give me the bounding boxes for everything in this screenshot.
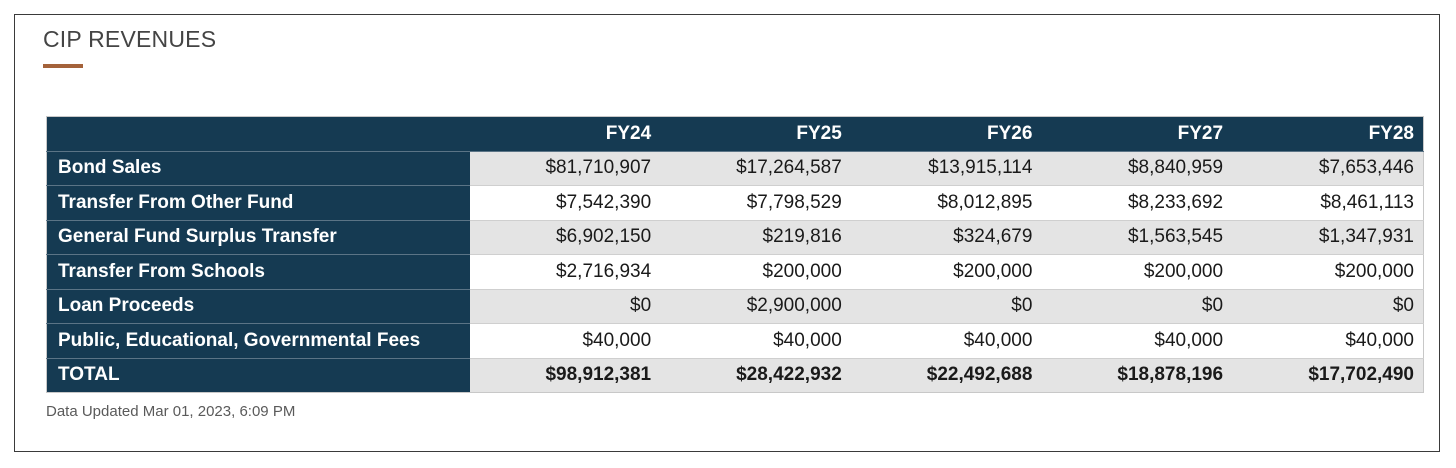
- table-cell: $324,679: [850, 220, 1042, 255]
- table-cell: $40,000: [1232, 323, 1424, 359]
- table-row: Public, Educational, Governmental Fees $…: [46, 323, 1424, 359]
- column-header-fy25: FY25: [660, 116, 851, 152]
- table-cell: $7,653,446: [1232, 151, 1424, 186]
- table-cell: $40,000: [660, 323, 851, 359]
- table-cell: $0: [1041, 289, 1233, 324]
- row-label-general-fund-surplus-transfer: General Fund Surplus Transfer: [46, 220, 470, 255]
- row-label-transfer-from-schools: Transfer From Schools: [46, 254, 470, 290]
- table-cell: $8,012,895: [850, 185, 1042, 221]
- table-cell: $17,264,587: [660, 151, 851, 186]
- row-label-bond-sales: Bond Sales: [46, 151, 470, 186]
- table-cell: $0: [850, 289, 1042, 324]
- total-cell: $28,422,932: [660, 358, 851, 393]
- row-label-total: TOTAL: [46, 358, 470, 393]
- table-cell: $7,542,390: [469, 185, 661, 221]
- total-cell: $17,702,490: [1232, 358, 1424, 393]
- column-header-fy28: FY28: [1232, 116, 1424, 152]
- table-cell: $1,563,545: [1041, 220, 1233, 255]
- row-label-peg-fees: Public, Educational, Governmental Fees: [46, 323, 470, 359]
- table-cell: $1,347,931: [1232, 220, 1424, 255]
- row-label-transfer-from-other-fund: Transfer From Other Fund: [46, 185, 470, 221]
- table-row: Transfer From Other Fund $7,542,390 $7,7…: [46, 185, 1424, 221]
- column-header-fy26: FY26: [850, 116, 1042, 152]
- table-row: General Fund Surplus Transfer $6,902,150…: [46, 220, 1424, 255]
- table-row: Loan Proceeds $0 $2,900,000 $0 $0 $0: [46, 289, 1424, 324]
- table-cell: $6,902,150: [469, 220, 661, 255]
- table-cell: $40,000: [850, 323, 1042, 359]
- total-cell: $22,492,688: [850, 358, 1042, 393]
- table-cell: $0: [1232, 289, 1424, 324]
- column-header-fy24: FY24: [469, 116, 661, 152]
- table-cell: $40,000: [1041, 323, 1233, 359]
- table-cell: $7,798,529: [660, 185, 851, 221]
- table-cell: $81,710,907: [469, 151, 661, 186]
- revenues-table: FY24 FY25 FY26 FY27 FY28 Bond Sales $81,…: [46, 116, 1424, 393]
- table-cell: $2,716,934: [469, 254, 661, 290]
- table-cell: $13,915,114: [850, 151, 1042, 186]
- data-updated-timestamp: Data Updated Mar 01, 2023, 6:09 PM: [46, 403, 296, 420]
- table-cell: $8,461,113: [1232, 185, 1424, 221]
- table-cell: $0: [469, 289, 661, 324]
- column-header-fy27: FY27: [1041, 116, 1233, 152]
- row-label-loan-proceeds: Loan Proceeds: [46, 289, 470, 324]
- total-cell: $98,912,381: [469, 358, 661, 393]
- header-corner-cell: [46, 116, 470, 152]
- table-cell: $200,000: [1232, 254, 1424, 290]
- table-cell: $8,233,692: [1041, 185, 1233, 221]
- table-total-row: TOTAL $98,912,381 $28,422,932 $22,492,68…: [46, 358, 1424, 393]
- table-cell: $200,000: [850, 254, 1042, 290]
- table-row: Transfer From Schools $2,716,934 $200,00…: [46, 254, 1424, 290]
- cip-revenues-card: CIP REVENUES FY24 FY25 FY26 FY27 FY28 Bo…: [14, 14, 1440, 452]
- table-header-row: FY24 FY25 FY26 FY27 FY28: [46, 116, 1424, 152]
- table-row: Bond Sales $81,710,907 $17,264,587 $13,9…: [46, 151, 1424, 186]
- title-accent-bar: [43, 64, 83, 68]
- table-cell: $40,000: [469, 323, 661, 359]
- table-cell: $2,900,000: [660, 289, 851, 324]
- table-cell: $200,000: [660, 254, 851, 290]
- table-cell: $219,816: [660, 220, 851, 255]
- section-title: CIP REVENUES: [43, 26, 217, 52]
- table-cell: $8,840,959: [1041, 151, 1233, 186]
- total-cell: $18,878,196: [1041, 358, 1233, 393]
- table-cell: $200,000: [1041, 254, 1233, 290]
